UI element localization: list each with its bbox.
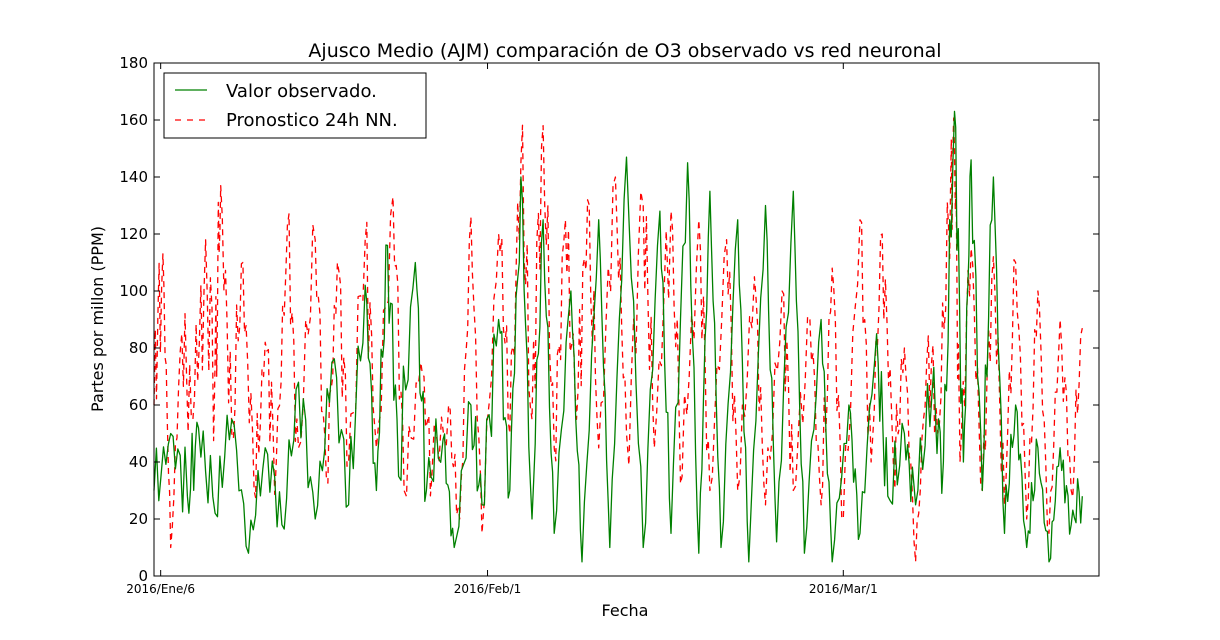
y-axis-label: Partes por millon (PPM) <box>88 226 107 412</box>
series-line-observed <box>153 110 1083 563</box>
x-axis-ticks: 2016/Ene/6 2016/Feb/1 2016/Mar/1 <box>126 63 878 596</box>
y-tick-label: 0 <box>138 567 148 585</box>
y-tick-label: 80 <box>129 339 148 357</box>
y-tick-label: 100 <box>119 282 148 300</box>
y-tick-label: 120 <box>119 225 148 243</box>
x-tick-label: 2016/Feb/1 <box>454 582 522 596</box>
series-line-forecast <box>153 117 1083 563</box>
chart-title: Ajusco Medio (AJM) comparación de O3 obs… <box>308 40 941 62</box>
y-axis-ticks: 0 20 40 60 80 100 120 140 160 180 <box>119 54 1099 585</box>
legend-label-observed: Valor observado. <box>226 81 377 102</box>
legend-box <box>163 72 427 139</box>
y-tick-label: 60 <box>129 396 148 414</box>
legend-label-forecast: Pronostico 24h NN. <box>226 110 398 131</box>
y-tick-label: 20 <box>129 510 148 528</box>
legend: Valor observado. Pronostico 24h NN. <box>163 72 427 139</box>
y-tick-label: 180 <box>119 54 148 72</box>
plot-frame <box>153 62 1100 577</box>
x-tick-label: 2016/Mar/1 <box>809 582 878 596</box>
y-tick-label: 160 <box>119 111 148 129</box>
x-axis-label: Fecha <box>602 601 649 620</box>
series-layer <box>153 110 1083 563</box>
y-tick-label: 140 <box>119 168 148 186</box>
x-tick-label: 2016/Ene/6 <box>126 582 195 596</box>
y-tick-label: 40 <box>129 453 148 471</box>
